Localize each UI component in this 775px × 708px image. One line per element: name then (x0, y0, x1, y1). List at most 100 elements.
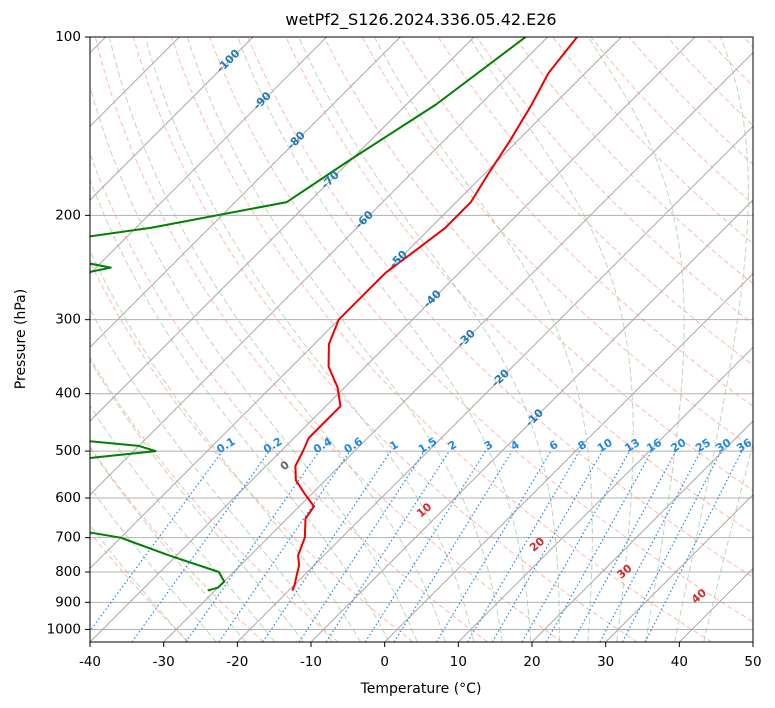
x-tick-label: 30 (597, 654, 614, 670)
isotherm-line (457, 346, 753, 642)
moist-adiabat-line (90, 404, 275, 642)
line-labels: -100-90-80-70-60-50-40-30-20-100.1 0.2 0.4… (214, 47, 755, 607)
moist-adiabat-line (469, 37, 634, 642)
dry-adiabat-line (132, 37, 638, 642)
mixing-ratio-line (325, 450, 450, 642)
isotherm-line (90, 37, 696, 642)
dry-adiabat-line (209, 37, 753, 623)
y-tick-label: 600 (55, 490, 81, 506)
y-tick-label: 900 (55, 594, 81, 610)
mixing-ratio-line (521, 450, 631, 642)
dry-adiabat-line (743, 37, 753, 48)
x-tick-label: 50 (744, 654, 761, 670)
y-tick-label: 100 (55, 29, 81, 45)
moist-adiabat-line (90, 524, 188, 642)
mixing-ratio-line (185, 450, 320, 642)
profile-lines (90, 37, 578, 592)
isotherm-line (90, 37, 254, 201)
mixing-ratio-line (90, 450, 223, 632)
dry-adiabat-line (437, 37, 753, 366)
y-tick-label: 700 (55, 530, 81, 546)
dry-adiabat-line (90, 531, 190, 642)
mixing-ratio-line (435, 450, 552, 642)
mixing-ratio-label: 10 (595, 436, 615, 455)
mixing-ratio-label: 25 (693, 436, 713, 455)
x-tick-label: 20 (523, 654, 540, 670)
isotherm-line (310, 199, 753, 642)
y-tick-label: 800 (55, 564, 81, 580)
mixing-ratio-label: 0.2 (261, 435, 284, 456)
isotherm-line (384, 272, 753, 642)
moist-adiabat-line (90, 84, 418, 642)
x-tick-label: 0 (380, 654, 389, 670)
moist-adiabat-line (374, 37, 593, 642)
dry-adiabat-line (90, 356, 339, 642)
mixing-ratio-line (218, 450, 351, 642)
mixing-ratio-label: 0.4 (311, 435, 335, 457)
isotherm-line (531, 420, 753, 642)
y-axis: 100 200 300 400 500 600 700 800 900 1000 (47, 29, 90, 637)
moist-adiabat-line (108, 37, 446, 642)
x-tick-label: -40 (79, 654, 101, 670)
moist-adiabat-line (298, 37, 560, 642)
isotherm-line (90, 37, 475, 422)
dry-adiabat-line (90, 446, 264, 642)
x-axis-label: Temperature (°C) (360, 681, 482, 697)
mixing-ratio-line (393, 450, 513, 642)
moist-adiabat-label: 10 (414, 500, 434, 520)
mixing-ratio-line (491, 450, 603, 642)
moist-adiabat-line (90, 447, 247, 642)
isotherm-line (752, 641, 753, 642)
background-lines (90, 37, 753, 642)
dry-adiabat-line (90, 260, 414, 642)
dry-adiabat-line (90, 152, 488, 642)
moist-adiabat-label: 40 (689, 586, 709, 606)
moist-adiabat-label: 0 (278, 458, 292, 473)
dry-adiabat-line (285, 37, 753, 535)
y-tick-label: 400 (55, 386, 81, 402)
x-tick-label: -20 (226, 654, 248, 670)
moist-adiabat-line (587, 37, 685, 642)
x-tick-label: -30 (153, 654, 175, 670)
dry-adiabat-line (399, 37, 753, 407)
moist-adiabat-line (90, 486, 217, 642)
dry-adiabat-line (666, 37, 753, 126)
moist-adiabat-line (674, 37, 749, 642)
isotherm-line (90, 37, 328, 275)
moist-adiabat-line (90, 358, 304, 642)
dry-adiabat-line (323, 37, 753, 491)
mixing-ratio-line (262, 450, 392, 642)
dry-adiabat-line (476, 37, 753, 325)
dry-adiabat-line (514, 37, 753, 285)
y-tick-label: 200 (55, 207, 81, 223)
dry-adiabat-line (552, 37, 753, 245)
moist-adiabat-line (703, 441, 753, 642)
mixing-ratio-line (545, 450, 653, 642)
x-tick-label: 40 (671, 654, 688, 670)
moist-adiabat-line (186, 37, 503, 642)
mixing-ratio-label: 0.6 (342, 435, 366, 457)
mixing-ratio-line (298, 450, 425, 642)
mixing-ratio-line (466, 450, 580, 642)
moist-adiabat-label: 30 (614, 561, 634, 581)
x-tick-label: -10 (300, 654, 322, 670)
x-tick-label: 10 (450, 654, 467, 670)
mixing-ratio-label: 13 (622, 436, 642, 455)
mixing-ratio-line (644, 450, 743, 642)
isotherm-line (163, 51, 753, 642)
isotherm-line (90, 37, 622, 570)
moist-adiabat-line (90, 249, 362, 642)
x-axis: -40 -30 -20 -10 0 10 20 30 40 50 (79, 642, 762, 670)
dry-adiabat-line (247, 37, 753, 578)
moist-adiabat-line (90, 178, 390, 642)
dry-adiabat-line (361, 37, 753, 449)
y-tick-label: 300 (55, 312, 81, 328)
y-tick-label: 1000 (47, 621, 81, 637)
moist-adiabat-line (237, 37, 532, 642)
dry-adiabat-line (171, 37, 712, 642)
y-axis-label: Pressure (hPa) (13, 289, 29, 389)
isotherm-line (236, 125, 753, 642)
isotherm-label: -30 (455, 327, 478, 350)
dewpoint-line (90, 37, 527, 592)
